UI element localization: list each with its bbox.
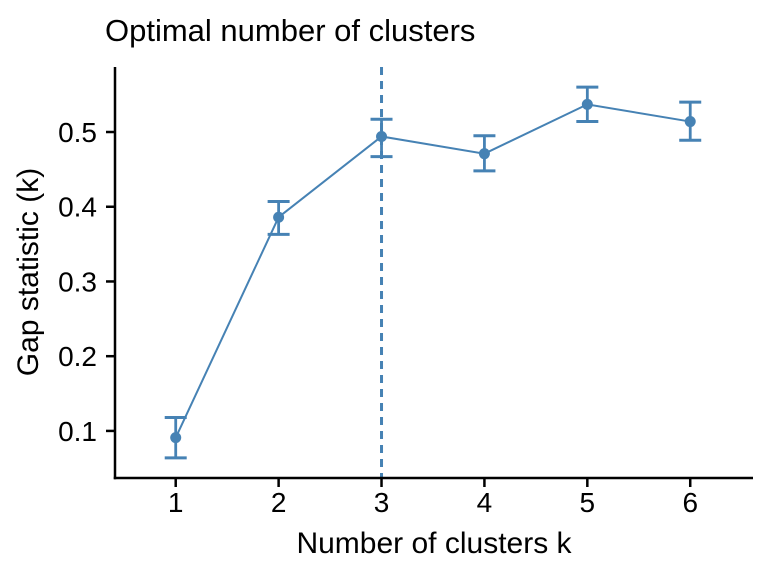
- x-axis-title: Number of clusters k: [296, 527, 572, 560]
- y-tick-label: 0.5: [58, 117, 97, 148]
- y-tick-label: 0.3: [58, 266, 97, 297]
- gap-statistic-line: [174, 103, 691, 439]
- x-tick-label: 6: [682, 487, 698, 518]
- data-point-k2: [273, 211, 285, 223]
- data-point-k5: [581, 98, 593, 110]
- chart-title: Optimal number of clusters: [105, 13, 475, 48]
- x-tick-label: 5: [580, 487, 596, 518]
- x-tick-label: 3: [374, 487, 390, 518]
- y-tick-label: 0.1: [58, 416, 97, 447]
- data-point-k4: [478, 148, 490, 160]
- y-axis-title: Gap statistic (k): [12, 168, 45, 376]
- data-point-k3: [376, 130, 388, 142]
- y-tick-label: 0.2: [58, 341, 97, 372]
- data-point-k6: [684, 116, 696, 128]
- x-tick-label: 1: [168, 487, 184, 518]
- y-tick-label: 0.4: [58, 192, 97, 223]
- axes-layer: 1 2 3 4 5 6 0.1 0.2 0.3 0.4 0.5: [58, 67, 753, 518]
- x-tick-label: 2: [271, 487, 287, 518]
- series-layer: [164, 85, 702, 460]
- x-tick-label: 4: [477, 487, 493, 518]
- data-point-k1: [170, 432, 182, 444]
